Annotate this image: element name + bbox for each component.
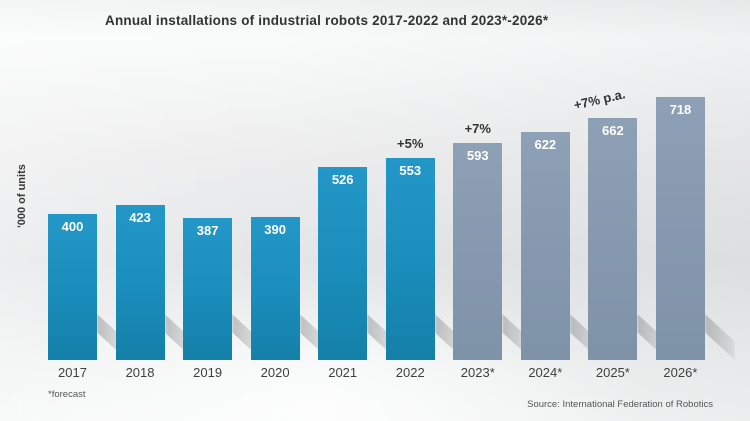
growth-annotation: +7%	[464, 121, 491, 136]
growth-annotation: +7% p.a.	[572, 86, 628, 113]
bar-2020: 390	[250, 217, 300, 360]
bar-value-label: 553	[399, 163, 422, 178]
bar-2021: 526	[318, 167, 368, 360]
bar-group-2024: 622 2024*	[520, 60, 600, 380]
x-axis-label: 2026*	[663, 365, 698, 380]
bar-2024: 622	[520, 132, 570, 360]
bar-group-2021: 526 2021	[318, 60, 398, 380]
source-credit: Source: International Federation of Robo…	[527, 399, 713, 410]
x-axis-label: 2021	[328, 365, 358, 380]
bar-shadow	[704, 314, 735, 360]
forecast-footnote: *forecast	[48, 389, 86, 400]
bar-value-label: 400	[61, 219, 84, 234]
bar-group-2018: 423 2018	[115, 60, 195, 380]
x-axis-label: 2024*	[528, 365, 563, 380]
x-axis-label: 2019	[193, 365, 223, 380]
bar-2019: 387	[183, 218, 233, 360]
bar-2026: 718	[655, 97, 705, 360]
bar-2017: 400	[48, 214, 97, 360]
bar-value-label: 593	[466, 148, 489, 163]
bar-2018: 423	[115, 205, 165, 360]
bar-value-label: 423	[129, 210, 151, 225]
bar-2023: 593	[453, 143, 503, 360]
bar-group-2023: +7% 593 2023*	[453, 60, 533, 380]
bar-2022: 553	[385, 158, 435, 360]
bar-2025: 662	[588, 118, 638, 360]
bar-group-2017: 400 2017	[48, 60, 127, 380]
bar-group-2020: 390 2020	[250, 60, 330, 380]
bar-value-label: 390	[264, 222, 286, 237]
bar-group-2026: 718 2026*	[655, 60, 735, 380]
bar-value-label: 526	[331, 172, 354, 187]
x-axis-label: 2022	[395, 365, 425, 380]
bar-chart: 400 2017 423 2018 387 2019 390 2020 526 2021 +5% 55…	[48, 60, 735, 380]
bar-group-2022: +5% 553 2022	[385, 60, 465, 380]
bar-value-label: 662	[602, 123, 624, 138]
x-axis-label: 2018	[125, 365, 155, 380]
x-axis-label: 2025*	[595, 365, 630, 380]
bar-value-label: 622	[534, 137, 557, 152]
bar-value-label: 387	[196, 223, 219, 238]
bar-value-label: 718	[669, 102, 692, 117]
bar-group-2025: +7% p.a. 662 2025*	[573, 60, 668, 380]
y-axis-label: '000 of units	[16, 164, 28, 228]
growth-annotation: +5%	[397, 136, 424, 151]
x-axis-label: 2017	[58, 365, 87, 380]
x-axis-label: 2023*	[460, 365, 495, 380]
bar-group-2019: 387 2019	[183, 60, 263, 380]
chart-title: Annual installations of industrial robot…	[105, 13, 549, 28]
x-axis-label: 2020	[260, 365, 290, 380]
